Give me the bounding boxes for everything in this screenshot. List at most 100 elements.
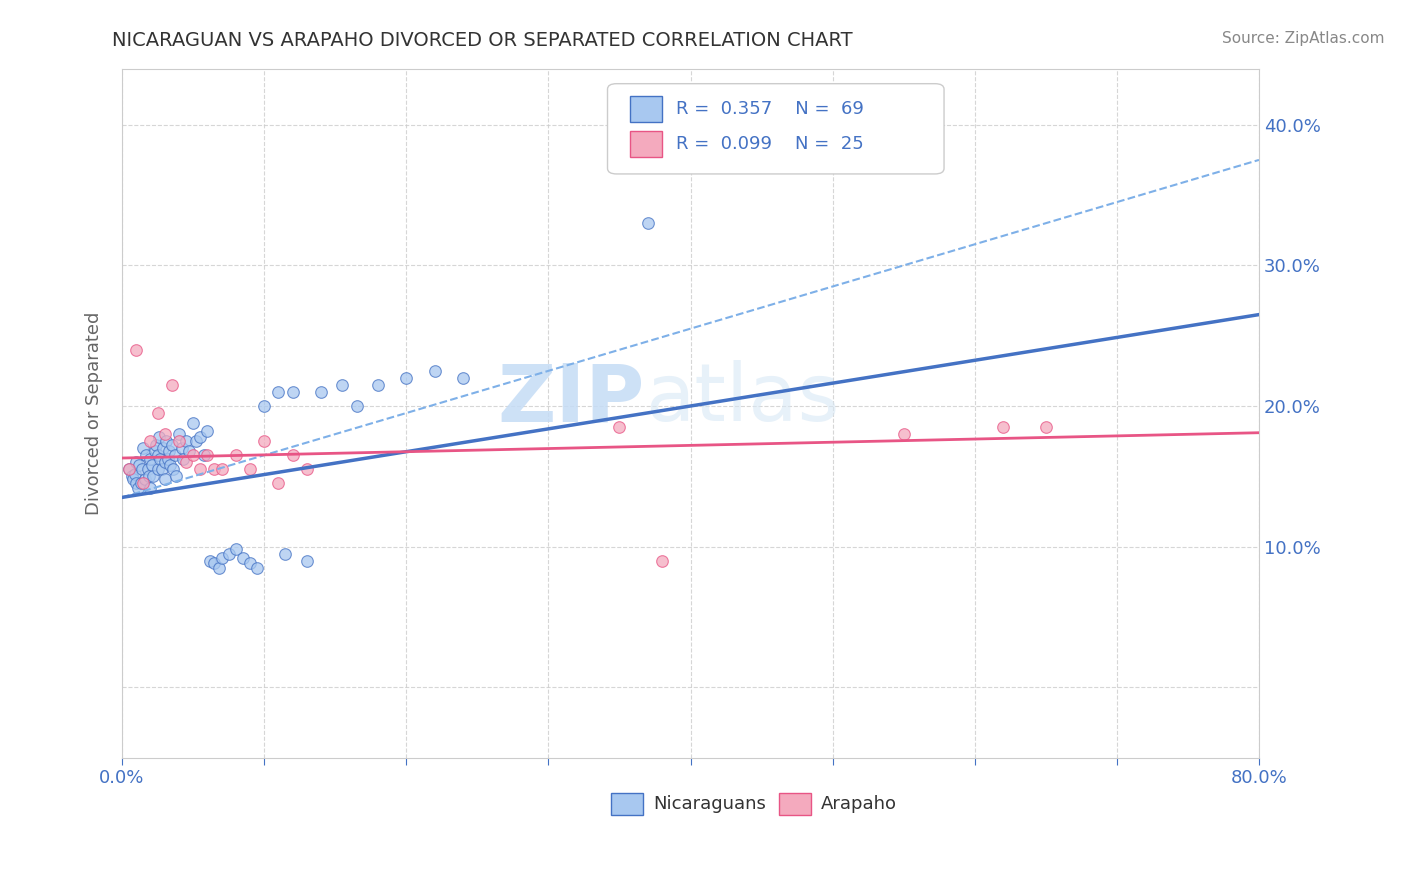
Point (177, 444, 200, 458)
Point (139, 481, 162, 495)
Point (232, 550, 254, 565)
Point (145, 438, 167, 452)
Point (172, 452, 194, 467)
Point (118, 462, 141, 476)
Point (225, 448, 247, 462)
Point (423, 364, 446, 378)
Point (211, 550, 233, 565)
Point (165, 469, 187, 483)
Text: R =  0.099    N =  25: R = 0.099 N = 25 (676, 135, 863, 153)
Point (153, 455, 176, 469)
Point (281, 448, 304, 462)
Text: NICARAGUAN VS ARAPAHO DIVORCED OR SEPARATED CORRELATION CHART: NICARAGUAN VS ARAPAHO DIVORCED OR SEPARA… (112, 31, 853, 50)
Point (204, 557, 226, 571)
Text: atlas: atlas (645, 360, 839, 438)
Point (193, 448, 215, 462)
Text: R =  0.357    N =  69: R = 0.357 N = 69 (676, 100, 863, 118)
FancyBboxPatch shape (630, 96, 662, 122)
Point (146, 448, 169, 462)
Point (188, 462, 211, 476)
Point (135, 448, 157, 462)
Point (129, 476, 152, 491)
Point (121, 469, 143, 483)
Point (125, 476, 148, 491)
Point (309, 384, 332, 399)
Point (637, 216, 659, 230)
Point (125, 343, 148, 357)
Point (155, 434, 177, 449)
FancyBboxPatch shape (630, 130, 662, 157)
Point (162, 462, 184, 476)
Point (143, 444, 166, 458)
Text: Nicaraguans: Nicaraguans (652, 796, 766, 814)
Point (330, 378, 353, 392)
Point (122, 472, 145, 486)
Y-axis label: Divorced or Separated: Divorced or Separated (86, 311, 103, 515)
FancyBboxPatch shape (779, 793, 811, 814)
Point (138, 469, 160, 483)
Point (346, 399, 368, 413)
Point (148, 430, 170, 444)
Point (267, 476, 290, 491)
Point (195, 448, 218, 462)
Point (893, 427, 915, 442)
Point (395, 371, 418, 385)
Point (156, 452, 179, 467)
Point (239, 462, 262, 476)
Point (204, 462, 226, 476)
Point (150, 462, 173, 476)
Point (125, 455, 148, 469)
Point (991, 420, 1014, 434)
Point (274, 547, 297, 561)
Point (181, 416, 204, 430)
Point (152, 441, 174, 455)
Point (195, 425, 218, 439)
Point (218, 547, 240, 561)
Point (153, 427, 176, 442)
Point (139, 452, 162, 467)
Point (146, 406, 169, 420)
Point (132, 476, 155, 491)
Point (198, 554, 221, 568)
FancyBboxPatch shape (612, 793, 643, 814)
Point (281, 384, 304, 399)
Point (153, 472, 176, 486)
Point (651, 554, 673, 568)
Point (295, 554, 318, 568)
Point (149, 452, 172, 467)
Point (174, 434, 197, 449)
Text: Arapaho: Arapaho (821, 796, 897, 814)
Text: Source: ZipAtlas.com: Source: ZipAtlas.com (1222, 31, 1385, 46)
Point (128, 458, 150, 472)
Point (253, 399, 276, 413)
Point (142, 469, 165, 483)
Point (124, 467, 146, 481)
Point (267, 384, 290, 399)
Point (225, 542, 247, 557)
Point (1035, 420, 1057, 434)
Point (163, 448, 186, 462)
Point (239, 557, 262, 571)
Point (184, 434, 207, 449)
Point (170, 441, 193, 455)
Point (127, 481, 149, 495)
Point (211, 462, 233, 476)
Point (160, 438, 183, 452)
Point (141, 458, 163, 472)
Point (253, 434, 276, 449)
Point (139, 434, 162, 449)
Point (160, 378, 183, 392)
Point (118, 462, 141, 476)
Point (146, 462, 169, 476)
Point (174, 455, 197, 469)
Point (136, 462, 159, 476)
Point (134, 472, 156, 486)
Point (157, 444, 180, 458)
Point (132, 441, 155, 455)
FancyBboxPatch shape (607, 84, 943, 174)
Point (451, 371, 474, 385)
Point (295, 462, 318, 476)
Text: ZIP: ZIP (498, 360, 645, 438)
Point (131, 462, 153, 476)
Point (208, 560, 231, 574)
